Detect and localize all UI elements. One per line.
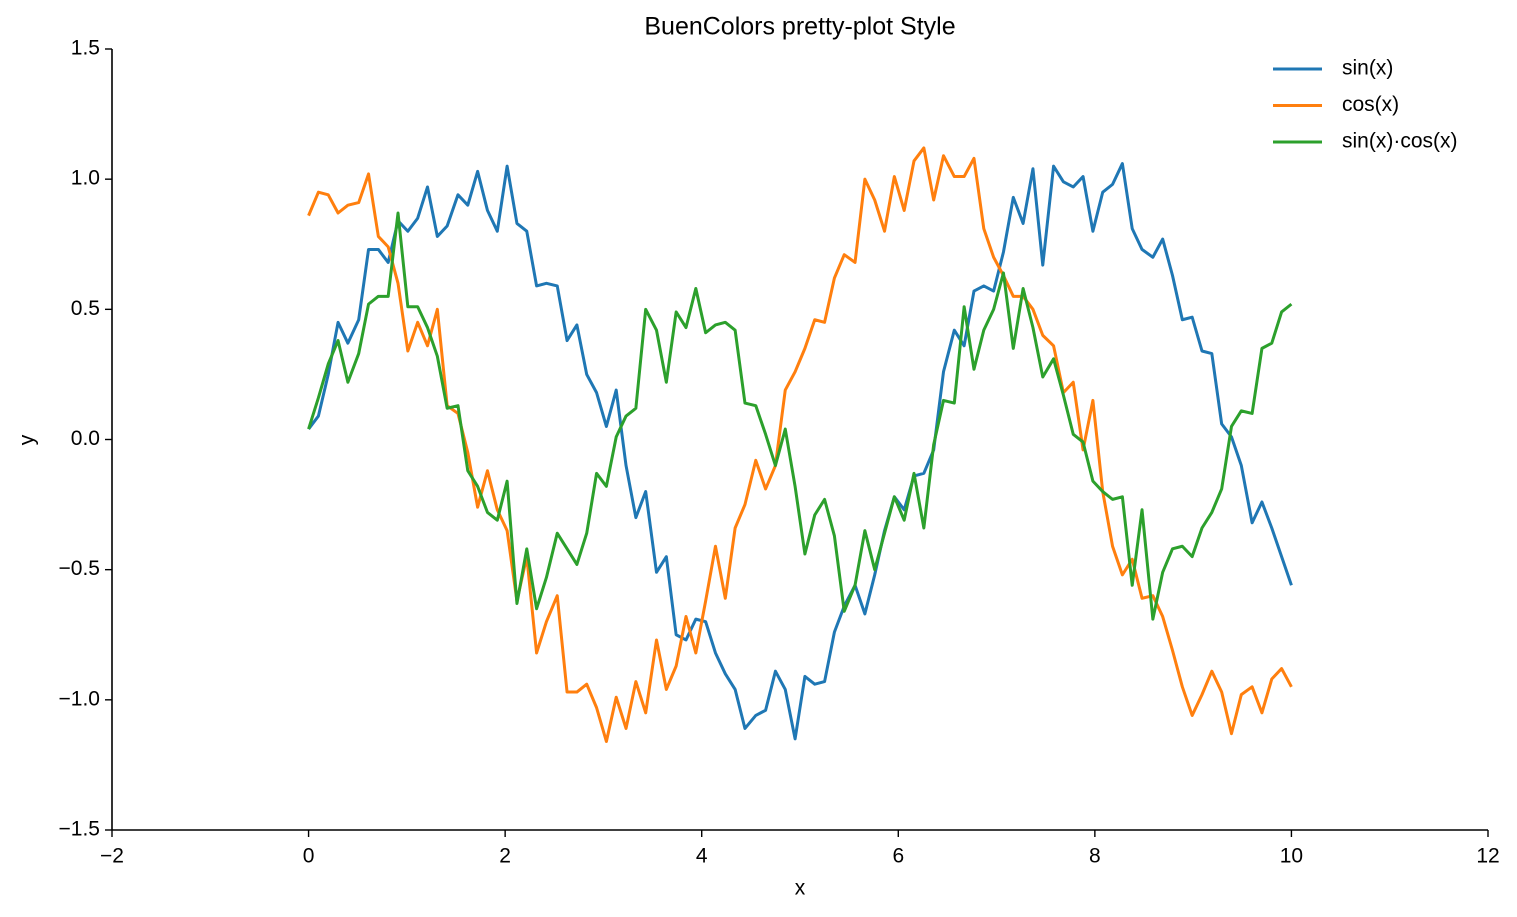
x-tick-label: 4 (696, 845, 708, 868)
x-tick-label: 8 (1089, 845, 1101, 868)
x-axis-label: x (795, 877, 806, 900)
y-tick-label: 0.5 (71, 297, 100, 320)
chart-title: BuenColors pretty-plot Style (644, 13, 955, 41)
y-tick-label: −0.5 (59, 557, 100, 580)
y-tick-label: 1.0 (71, 167, 100, 190)
y-tick-label: −1.0 (59, 687, 100, 710)
legend-label: sin(x)·cos(x) (1342, 130, 1458, 153)
y-tick-label: −1.5 (59, 818, 100, 841)
y-axis-label: y (16, 434, 39, 445)
x-tick-label: 0 (303, 845, 315, 868)
x-tick-label: 2 (499, 845, 511, 868)
legend-label: sin(x) (1342, 57, 1393, 80)
x-tick-label: 10 (1280, 845, 1303, 868)
x-tick-label: 12 (1476, 845, 1499, 868)
line-series (307, 211, 1293, 621)
y-tick-label: 1.5 (71, 37, 100, 60)
x-tick-label: 6 (892, 845, 904, 868)
x-tick-label: −2 (100, 845, 124, 868)
y-tick-label: 0.0 (71, 427, 100, 450)
line-series (307, 162, 1293, 741)
line-series (307, 146, 1293, 743)
legend-label: cos(x) (1342, 93, 1399, 116)
